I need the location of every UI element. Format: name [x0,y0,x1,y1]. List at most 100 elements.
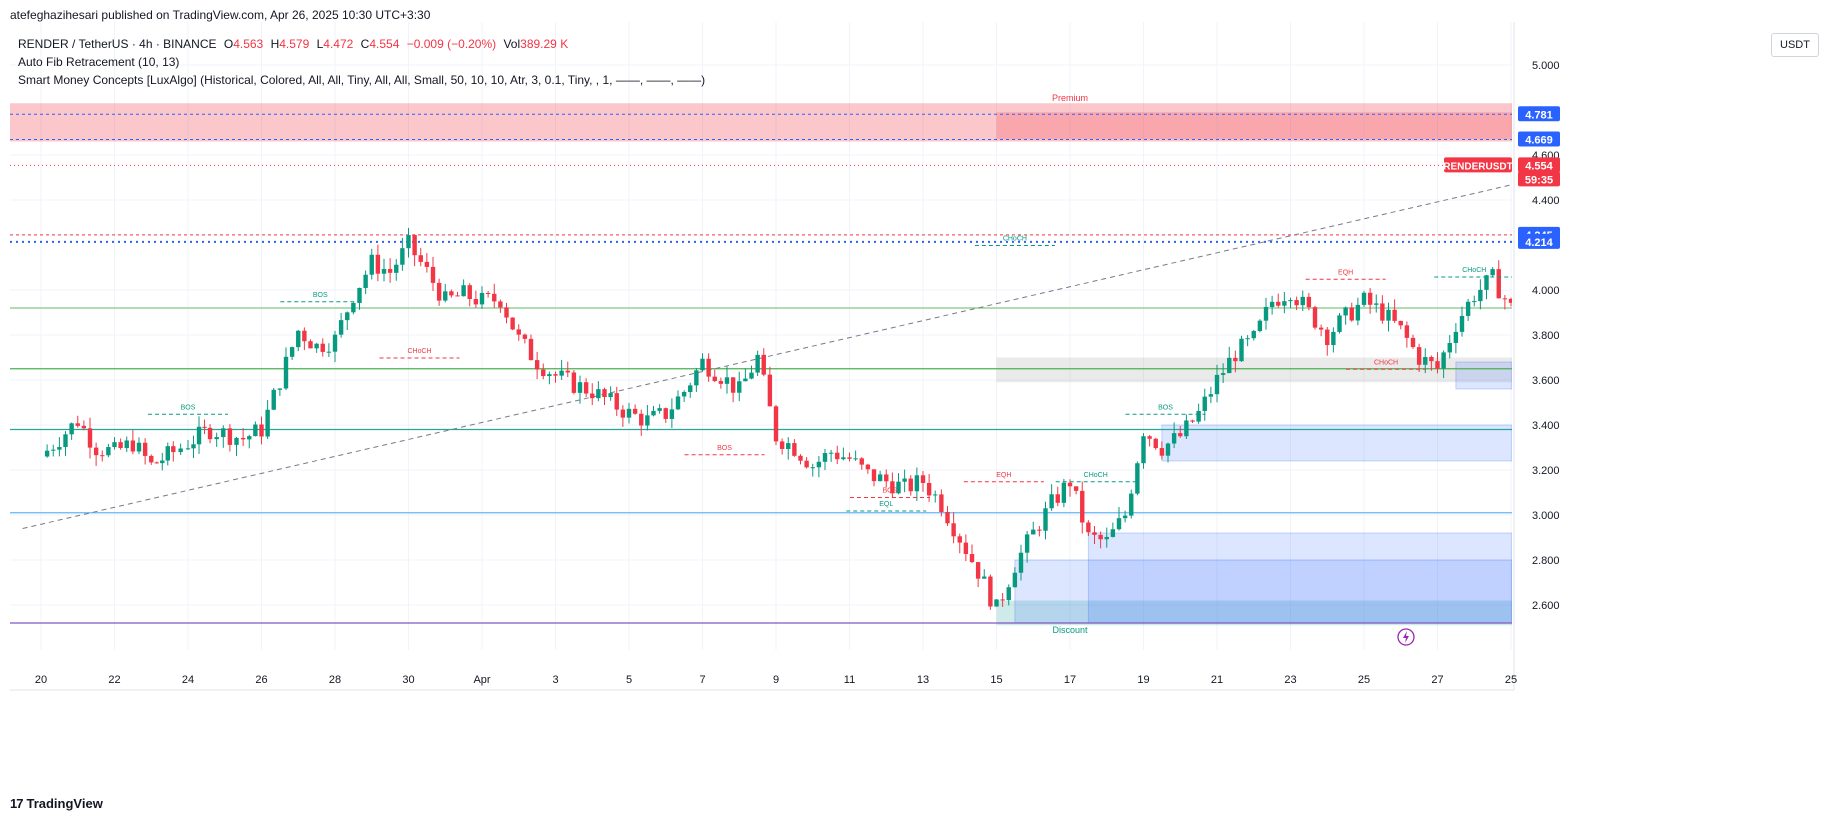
candle-body [1043,508,1048,531]
candle-body [492,293,497,302]
candle-body [1803,156,1807,178]
zone-label: Premium [1052,93,1088,103]
candle-body [553,374,558,376]
y-tick-label: 2.600 [1532,600,1560,612]
candle-body [1153,438,1158,449]
candle-body [786,443,791,449]
candle-body [1797,179,1801,184]
candle-body [1355,304,1361,321]
zone-equilibrium [996,357,1512,383]
candle-body [430,266,436,283]
candle-body [1693,190,1697,193]
candle-body [1300,296,1305,306]
indicator-fib[interactable]: Auto Fib Retracement (10, 13) [18,55,180,69]
candle-body [1613,192,1617,199]
candle-body [1416,347,1422,365]
structure-label: EQL [879,501,893,508]
candle-body [196,426,202,445]
candle-body [265,409,270,437]
candle-body [160,460,165,464]
candle-body [1343,307,1348,316]
candle-body [394,264,399,273]
symbol-tag-label: RENDERUSDT [1443,161,1512,172]
candle-body [632,408,638,414]
candle-body [214,437,219,440]
x-tick-label: 25 [1505,674,1517,686]
candle-body [816,461,822,468]
x-tick-label: 26 [255,674,267,686]
candle-body [1644,152,1648,160]
x-tick-label: 21 [1211,674,1223,686]
candle-body [1429,357,1434,362]
candle-body [1625,183,1629,199]
candle-body [149,455,154,463]
candle-body [412,235,417,256]
x-tick-label: 15 [990,674,1002,686]
candle-body [1459,315,1465,332]
y-tick-label: 3.200 [1532,465,1560,477]
candle-body [1171,433,1177,444]
candle-body [302,330,307,342]
candle-body [1233,357,1238,362]
candle-body [1196,410,1201,422]
candle-body [369,254,374,275]
zone-discount [996,600,1512,626]
price-axis-badge [1518,131,1560,147]
candle-body [700,358,705,371]
candle-body [1257,320,1263,332]
x-tick-label: 11 [844,674,855,686]
lightning-alert-icon[interactable] [1397,628,1415,646]
candle-body [1190,420,1195,422]
candle-body [1202,396,1207,411]
candle-body [1662,180,1666,182]
candle-body [75,423,80,426]
candle-body [1000,599,1005,601]
indicator-smc[interactable]: Smart Money Concepts [LuxAlgo] (Historic… [18,73,706,87]
open-label: O [223,37,234,51]
candle-body [314,343,319,349]
candle-body [871,469,877,482]
candle-body [406,235,411,249]
symbol-tag [1444,157,1512,173]
candle-body [253,424,258,437]
structure-label: BOS [181,404,196,411]
tradingview-brand[interactable]: 17 TradingView [10,796,103,811]
candle-body [994,599,999,607]
candle-body [1582,219,1586,229]
candle-body [1098,534,1103,540]
currency-button[interactable]: USDT [1771,33,1819,57]
candle-body [308,341,313,349]
x-tick-label: 27 [1431,674,1443,686]
candle-body [207,427,213,440]
candle-body [1024,534,1030,553]
candle-body [528,338,534,361]
structure-label: BOS [883,488,898,495]
candle-body [1404,325,1410,338]
candle-body [283,356,289,389]
candle-body [227,428,233,445]
candle-body [1447,342,1452,353]
candle-body [1122,515,1128,519]
x-tick-label: 20 [35,674,47,686]
candle-body [583,382,589,394]
candle-body [957,536,962,543]
candle-body [1423,357,1428,365]
candle-body [136,442,142,452]
candle-body [1674,185,1678,208]
candle-body [479,292,485,305]
candle-body [1478,289,1483,302]
candle-body [730,377,736,393]
candle-body [835,452,840,460]
candle-body [1576,229,1580,243]
high-value: 4.579 [279,37,310,51]
candle-body [755,354,760,373]
candle-body [1539,307,1543,308]
candle-body [1772,166,1776,177]
candle-body [749,372,754,379]
symbol-title[interactable]: RENDER / TetherUS · 4h · BINANCE [18,37,217,51]
candle-body [645,415,650,426]
candle-body [44,450,50,457]
candle-body [951,523,956,537]
candle-body [1227,357,1232,374]
